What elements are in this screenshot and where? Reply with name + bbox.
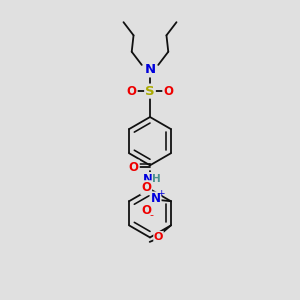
Text: O: O [154,232,163,242]
Text: -: - [149,210,153,220]
Text: O: O [127,85,137,98]
Text: O: O [129,160,139,174]
Text: O: O [163,85,173,98]
Text: O: O [141,204,151,217]
Text: O: O [141,181,151,194]
Text: H: H [152,174,161,184]
Text: N: N [142,173,153,186]
Text: S: S [145,85,155,98]
Text: N: N [151,192,160,206]
Text: N: N [144,63,156,76]
Text: +: + [157,189,164,198]
